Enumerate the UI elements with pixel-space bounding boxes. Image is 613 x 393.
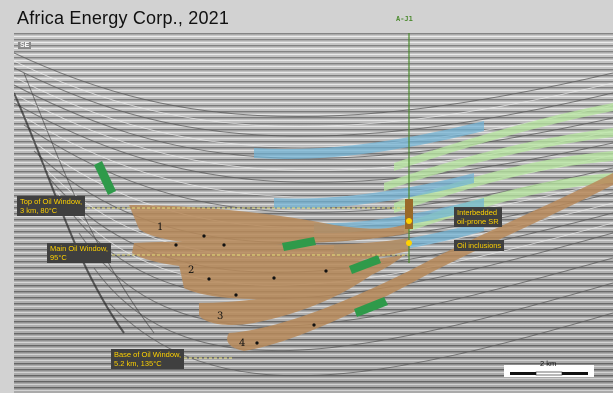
figure-title: Africa Energy Corp., 2021: [17, 8, 230, 28]
scale-bar-label: 2 km: [540, 359, 557, 368]
main-oil-window-label: Main Oil Window, 95°C: [47, 243, 111, 263]
interbedded-label: Interbedded oil-prone SR: [454, 207, 502, 227]
seismic-section: [14, 33, 613, 393]
zone-label-3: 3: [217, 311, 224, 322]
section-tag: SE: [18, 42, 32, 49]
zone-label-1: 1: [157, 222, 164, 233]
oil-inclusions-label: Oil inclusions: [454, 240, 505, 251]
seismic-image: [14, 33, 613, 393]
top-oil-window-label: Top of Oil Window, 3 km, 80°C: [17, 196, 86, 216]
base-oil-window-label: Base of Oil Window, 5.2 km, 135°C: [111, 349, 185, 369]
zone-label-2: 2: [188, 265, 195, 276]
zone-label-4: 4: [239, 338, 246, 349]
well-name-label: A-J1: [396, 15, 413, 23]
